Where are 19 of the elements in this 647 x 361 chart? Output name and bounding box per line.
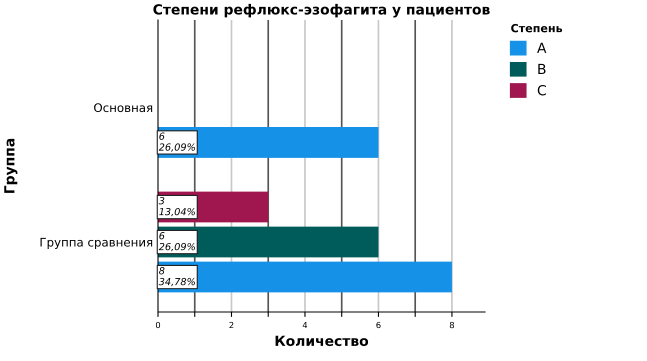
data-label: 3 13,04% [158,197,195,216]
x-tick-label: 2 [229,322,234,328]
x-tick-label: 8 [450,322,454,328]
legend-label: B [538,64,546,74]
legend-label: A [537,42,546,53]
legend-label: C [538,84,546,96]
x-tick-label: 0 [156,322,160,328]
chart-title: Степени рефлюкс-эзофагита у пациентов [153,4,490,18]
x-axis-title: Количество [276,336,368,346]
data-label: 8 34,78% [158,267,195,286]
data-label: 6 26,09% [158,132,195,152]
y-tick-label: Группа сравнения [40,238,152,249]
x-tick-label: 4 [302,322,308,328]
x-tick-label: 6 [376,322,381,328]
y-axis-title: Группа [4,138,18,193]
data-label: 6 26,09% [158,232,195,252]
bar [158,262,452,292]
legend-title: Степень [511,24,562,32]
y-tick-label: Основная [94,103,152,112]
